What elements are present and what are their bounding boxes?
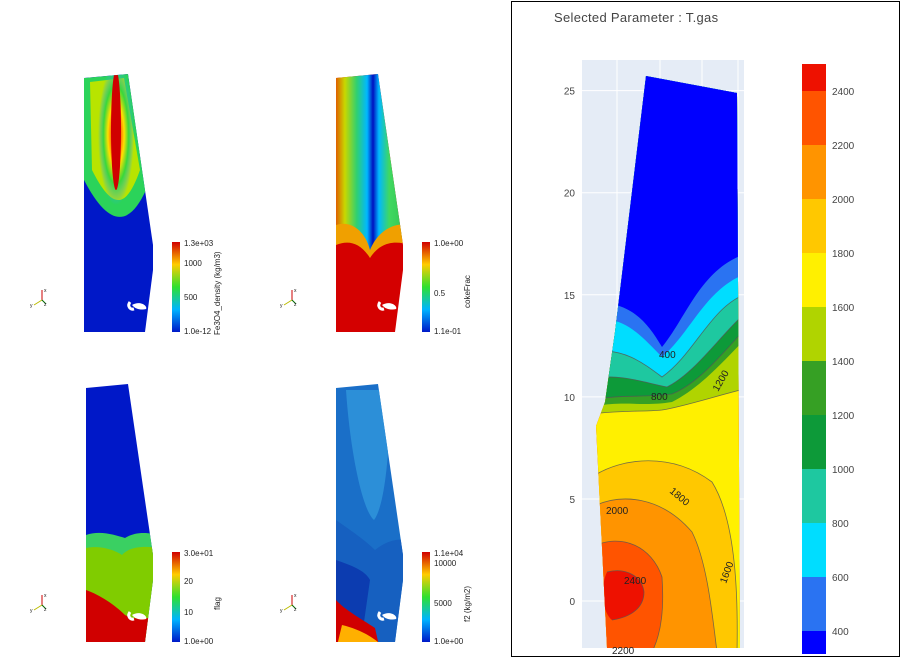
cb4-tick-3: 1.0e+00 (434, 637, 464, 646)
cb3-tick-2: 10 (184, 608, 193, 617)
svg-text:z: z (44, 302, 47, 308)
cb2-tick-0: 1.0e+00 (434, 239, 464, 248)
colorbar-cokefrac (422, 242, 430, 332)
cb2-tick-1: 0.5 (434, 289, 446, 298)
cb1-tick-0: 1.3e+03 (184, 239, 214, 248)
colorbar-band (802, 199, 826, 253)
cb3-tick-3: 1.0e+00 (184, 637, 214, 646)
y-tick-label: 20 (564, 189, 576, 200)
cb3-tick-1: 20 (184, 577, 193, 586)
cb3-tick-0: 3.0e+01 (184, 549, 214, 558)
axes-triad-icon: x y z (280, 593, 297, 614)
colorbar-tick-label: 2200 (832, 141, 855, 152)
cb1-label: Fe3O4_density (kg/m3) (213, 251, 222, 335)
colorbar-band (802, 577, 826, 631)
y-tick-label: 15 (564, 291, 576, 302)
colorbar-band (802, 523, 826, 577)
colorbar-band (802, 631, 826, 654)
svg-text:y: y (280, 608, 283, 614)
colorbar-fe3o4 (172, 242, 180, 332)
svg-text:y: y (30, 608, 33, 614)
svg-text:z: z (44, 607, 47, 613)
selected-parameter-title: Selected Parameter : T.gas (554, 10, 719, 25)
axes-triad-icon: x y z (30, 593, 47, 614)
colorbar-band (802, 253, 826, 307)
colorbar-tick-label: 1600 (832, 303, 855, 314)
contour-label-2000: 2000 (606, 506, 629, 517)
colorbar-band (802, 469, 826, 523)
cb4-tick-0: 1.1e+04 (434, 549, 464, 558)
cb4-tick-2: 5000 (434, 599, 452, 608)
plot-f2: 1.1e+04 10000 5000 1.0e+00 f2 (kg/m2) x … (250, 370, 510, 660)
cb3-label: flag (213, 597, 222, 610)
colorbar-flag (172, 552, 180, 642)
colorbar-band (802, 361, 826, 415)
colorbar-tick-label: 2000 (832, 195, 855, 206)
plot-fe3o4-density: 1.3e+03 1000 500 1.0e-12 Fe3O4_density (… (0, 60, 260, 350)
contour-label-400: 400 (659, 350, 676, 361)
colorbar-tick-label: 2400 (832, 87, 855, 98)
colorbar-tick-label: 1000 (832, 465, 855, 476)
tgas-colorbar: 2400 2200 2000 1800 1600 1400 1200 1000 800 600 40… (802, 64, 855, 654)
cb2-tick-2: 1.1e-01 (434, 327, 462, 336)
plot-cokefrac: 1.0e+00 0.5 1.1e-01 cokeFrac x y z (250, 60, 510, 350)
colorbar-tick-label: 400 (832, 627, 849, 638)
svg-text:y: y (280, 303, 283, 309)
svg-text:x: x (294, 593, 297, 599)
colorbar-band (802, 64, 826, 91)
cb4-tick-1: 10000 (434, 559, 457, 568)
plot-flag: 3.0e+01 20 10 1.0e+00 flag x y z (0, 370, 260, 660)
cb4-label: f2 (kg/m2) (463, 586, 472, 622)
svg-text:x: x (44, 593, 47, 599)
colorbar-band (802, 415, 826, 469)
colorbar-tick-label: 1200 (832, 411, 855, 422)
axes-triad-icon: x y z (280, 288, 297, 309)
y-tick-label: 25 (564, 87, 576, 98)
y-tick-label: 5 (569, 495, 575, 506)
tgas-plot-panel: Selected Parameter : T.gas (511, 1, 900, 657)
contour-label-2200: 2200 (612, 646, 635, 654)
colorbar-tick-label: 600 (832, 573, 849, 584)
cb1-tick-2: 500 (184, 293, 198, 302)
colorbar-tick-label: 800 (832, 519, 849, 530)
cb1-tick-3: 1.0e-12 (184, 327, 212, 336)
colorbar-band (802, 145, 826, 199)
y-tick-label: 10 (564, 393, 576, 404)
svg-text:y: y (30, 303, 33, 309)
cb1-tick-1: 1000 (184, 259, 202, 268)
colorbar-tick-label: 1800 (832, 249, 855, 260)
y-axis-ticks: 25 20 15 10 5 0 (564, 87, 576, 608)
svg-text:z: z (294, 302, 297, 308)
contour-label-2400: 2400 (624, 576, 647, 587)
svg-text:x: x (294, 288, 297, 294)
colorbar-f2 (422, 552, 430, 642)
y-tick-label: 0 (569, 597, 575, 608)
colorbar-band (802, 307, 826, 361)
axes-triad-icon: x y z (30, 288, 47, 309)
colorbar-tick-label: 1400 (832, 357, 855, 368)
svg-text:x: x (44, 288, 47, 294)
contour-label-800: 800 (651, 392, 668, 403)
svg-text:z: z (294, 607, 297, 613)
cb2-label: cokeFrac (463, 275, 472, 308)
colorbar-band (802, 91, 826, 145)
